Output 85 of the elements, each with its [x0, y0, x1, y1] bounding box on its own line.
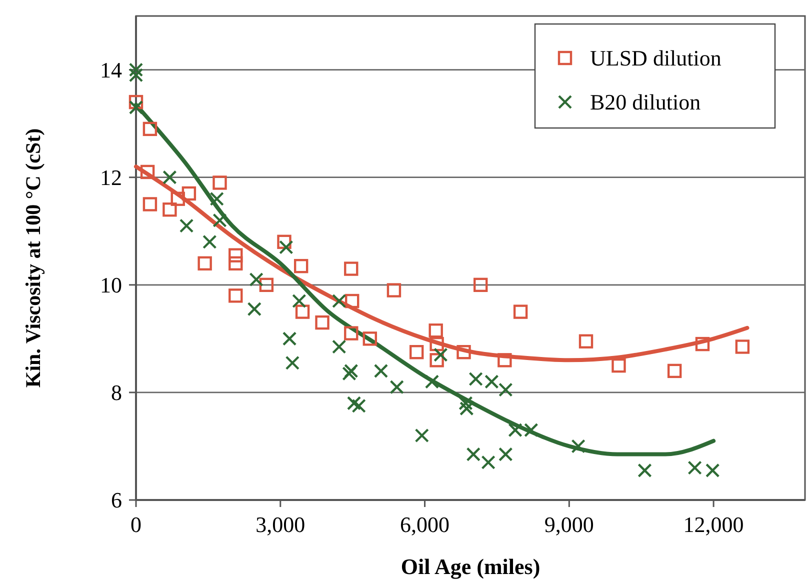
- point: [277, 234, 292, 249]
- point: [346, 396, 362, 410]
- point: [571, 439, 586, 454]
- point: [434, 348, 448, 362]
- point: [460, 401, 474, 416]
- point: [430, 353, 444, 368]
- point: [212, 176, 227, 190]
- point: [140, 164, 155, 180]
- point: [142, 197, 158, 212]
- x-tick-label: 12,000: [683, 512, 744, 537]
- point: [179, 218, 194, 233]
- y-tick-label: 14: [100, 57, 122, 82]
- point: [182, 186, 196, 201]
- point: [705, 463, 720, 478]
- point: [345, 294, 360, 308]
- point: [128, 68, 144, 82]
- point: [735, 340, 750, 354]
- point: [344, 326, 358, 340]
- point: [352, 398, 366, 413]
- point: [428, 324, 443, 338]
- x-axis-title: Oil Age (miles): [400, 554, 540, 579]
- y-tick-label: 6: [111, 488, 122, 513]
- point: [424, 374, 440, 389]
- point: [295, 304, 310, 319]
- point: [688, 460, 702, 475]
- point: [279, 240, 294, 254]
- point: [695, 336, 710, 352]
- point: [484, 374, 499, 389]
- point: [612, 358, 626, 373]
- point: [466, 447, 480, 462]
- point: [259, 278, 274, 292]
- point: [390, 380, 404, 394]
- point: [638, 463, 652, 478]
- point: [162, 202, 177, 217]
- point: [128, 94, 144, 110]
- legend-label: B20 dilution: [590, 90, 701, 115]
- point: [332, 294, 346, 308]
- point: [228, 288, 243, 303]
- point: [481, 455, 496, 470]
- point: [210, 192, 224, 206]
- point: [228, 248, 243, 262]
- point: [374, 364, 388, 378]
- point: [498, 447, 513, 462]
- x-tick-label: 0: [130, 512, 142, 537]
- point: [249, 272, 264, 287]
- x-tick-label: 3,000: [256, 512, 306, 537]
- point: [142, 122, 158, 136]
- point: [282, 332, 297, 346]
- point: [513, 304, 528, 319]
- point: [128, 62, 144, 77]
- point: [162, 170, 177, 184]
- y-tick-label: 12: [100, 165, 122, 190]
- point: [315, 315, 330, 330]
- point: [474, 278, 488, 292]
- point: [458, 396, 473, 410]
- point: [294, 258, 308, 274]
- x-tick-label: 9,000: [544, 512, 594, 537]
- point: [332, 340, 346, 354]
- point: [362, 332, 378, 346]
- y-tick-label: 10: [100, 272, 122, 298]
- point: [344, 364, 358, 378]
- point: [247, 302, 262, 316]
- point: [342, 366, 356, 381]
- legend-label: ULSD dilution: [590, 46, 722, 71]
- point: [456, 345, 471, 360]
- point: [292, 294, 306, 308]
- point: [386, 283, 402, 298]
- y-axis-title: Kin. Viscosity at 100 °C (cSt): [21, 128, 45, 388]
- point: [409, 345, 424, 360]
- point: [498, 353, 512, 368]
- point: [498, 382, 513, 397]
- point: [430, 336, 444, 352]
- point: [212, 213, 227, 228]
- y-tick-label: 8: [111, 380, 122, 406]
- point: [468, 372, 483, 386]
- point: [285, 356, 300, 370]
- point: [202, 234, 217, 249]
- point: [198, 256, 212, 270]
- point: [667, 364, 682, 378]
- x-tick-label: 6,000: [400, 512, 450, 537]
- point: [414, 428, 429, 443]
- point: [228, 256, 243, 270]
- point: [578, 334, 594, 348]
- point: [128, 100, 144, 115]
- point: [344, 262, 358, 276]
